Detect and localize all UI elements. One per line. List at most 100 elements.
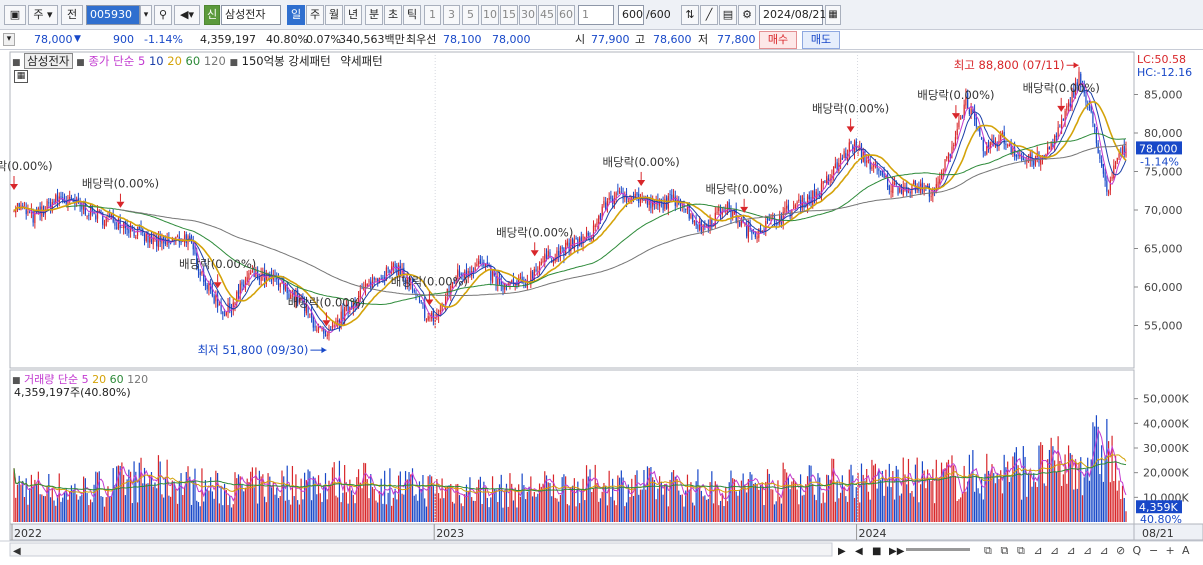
price-volume-chart[interactable]: 85,000 80,000 75,000 70,000 65,000 60,000 55,0… xyxy=(0,50,1203,565)
min-15[interactable]: 15 xyxy=(500,5,518,25)
volume-bar xyxy=(806,476,809,522)
save-icon[interactable]: ▤ xyxy=(719,5,737,25)
volume-bar xyxy=(319,493,321,522)
legend-ma120[interactable]: 120 xyxy=(203,54,226,68)
legend-vol-ma120[interactable]: 120 xyxy=(127,373,149,386)
price-candle xyxy=(34,210,36,224)
calendar-icon[interactable]: ▦ xyxy=(825,5,841,25)
volume-bar xyxy=(920,484,922,522)
tf-month[interactable]: 월 xyxy=(325,5,343,25)
tf-day[interactable]: 일 xyxy=(287,5,305,25)
market-select[interactable]: 주 ▾ xyxy=(28,5,58,25)
price-candle xyxy=(826,176,828,185)
volume-bar xyxy=(83,476,85,522)
min-5[interactable]: 5 xyxy=(462,5,479,25)
tf-week[interactable]: 주 xyxy=(306,5,324,25)
price-candle xyxy=(967,92,969,109)
volume-bar xyxy=(171,480,173,522)
legend-stock-name[interactable]: 삼성전자 xyxy=(24,53,73,69)
volume-bar xyxy=(260,476,262,522)
price-candle xyxy=(960,117,962,120)
tf-year[interactable]: 년 xyxy=(344,5,362,25)
price-candle xyxy=(913,180,915,185)
legend-weak[interactable]: 약세패턴 xyxy=(340,54,383,68)
volume-bar xyxy=(540,486,542,522)
volume-bar xyxy=(380,478,382,522)
price-candle xyxy=(796,202,798,205)
legend-vol-ma20[interactable]: 20 xyxy=(92,373,107,386)
price-candle xyxy=(112,214,114,222)
legend-ma60[interactable]: 60 xyxy=(185,54,201,68)
legend-vol-label[interactable]: 거래량 xyxy=(24,373,55,386)
min-1[interactable]: 1 xyxy=(424,5,441,25)
volume-bar xyxy=(813,494,816,522)
min-30[interactable]: 30 xyxy=(519,5,537,25)
tool-8-icon: ⊘ xyxy=(1116,544,1125,557)
search-icon[interactable]: ⚲ xyxy=(154,5,172,25)
volume-bar xyxy=(222,505,224,522)
date-input[interactable]: 2024/08/21 xyxy=(759,5,826,25)
volume-bar xyxy=(1069,453,1071,522)
price-candle xyxy=(1073,88,1075,97)
tf-second[interactable]: 초 xyxy=(384,5,402,25)
volume-bar xyxy=(1094,426,1096,522)
count-input[interactable]: 600 xyxy=(618,5,644,25)
gear-icon[interactable]: ⚙ xyxy=(738,5,756,25)
tf-tick[interactable]: 틱 xyxy=(403,5,421,25)
price-candle xyxy=(411,283,414,288)
speaker-icon[interactable]: ◀▾ xyxy=(174,5,200,25)
price-candle xyxy=(533,269,535,278)
sell-button[interactable]: 매도 xyxy=(802,31,840,49)
price-candle xyxy=(410,284,412,286)
legend-vol-ma5[interactable]: 5 xyxy=(81,373,89,386)
period-select[interactable]: 전 xyxy=(61,5,83,25)
layout-icon[interactable]: ▣ xyxy=(4,5,26,25)
legend-vol-ma60[interactable]: 60 xyxy=(109,373,124,386)
price-candle xyxy=(860,144,863,160)
price-candle xyxy=(1113,165,1115,179)
volume-bar xyxy=(763,505,765,522)
min-3[interactable]: 3 xyxy=(443,5,460,25)
stock-name-field[interactable]: 삼성전자 xyxy=(221,5,281,25)
tool-9-icon: Q xyxy=(1133,544,1142,557)
volume-bar xyxy=(779,496,781,522)
volume-bar xyxy=(467,491,469,522)
min-10[interactable]: 10 xyxy=(481,5,499,25)
draw-icon[interactable]: ╱ xyxy=(700,5,718,25)
legend-volume: ■ 거래량 단순 5 20 60 120 xyxy=(12,373,149,386)
volume-bar xyxy=(76,494,78,522)
tf-minute[interactable]: 분 xyxy=(365,5,383,25)
volume-bar xyxy=(1107,441,1110,522)
legend-ma5[interactable]: 5 xyxy=(137,54,146,68)
price-candle xyxy=(544,253,546,263)
price-candle xyxy=(1007,144,1009,146)
legend-vol-ma-label[interactable]: 단순 xyxy=(57,373,79,386)
price-candle xyxy=(895,182,897,185)
indicator-icon[interactable]: ⇅ xyxy=(681,5,699,25)
legend-ma-label[interactable]: 종가 단순 xyxy=(88,54,135,68)
price-candle xyxy=(787,204,789,211)
price-candle xyxy=(927,183,929,187)
volume-bar xyxy=(993,473,995,522)
volume-bar xyxy=(817,473,819,522)
code-dropdown-icon[interactable]: ▾ xyxy=(140,5,152,25)
price-candle xyxy=(665,197,668,209)
code-input[interactable]: 005930 xyxy=(86,5,140,25)
price-candle xyxy=(890,190,892,192)
grid-toggle-icon[interactable]: ▦ xyxy=(14,70,28,83)
volume-bar xyxy=(960,497,962,522)
volume-bar xyxy=(914,464,917,522)
buy-button[interactable]: 매수 xyxy=(759,31,797,49)
legend-pattern[interactable]: 150억봉 강세패턴 xyxy=(241,54,331,68)
legend-ma10[interactable]: 10 xyxy=(148,54,164,68)
price-candle xyxy=(431,312,433,319)
volume-bar xyxy=(803,494,805,522)
volume-bar xyxy=(109,496,111,522)
min-45[interactable]: 45 xyxy=(538,5,556,25)
volume-bar xyxy=(248,481,250,522)
volume-bar xyxy=(46,486,48,522)
interval-input[interactable]: 1 xyxy=(578,5,614,25)
legend-ma20[interactable]: 20 xyxy=(167,54,182,68)
chevron-down-icon[interactable]: ▾ xyxy=(3,33,15,46)
min-60[interactable]: 60 xyxy=(557,5,575,25)
